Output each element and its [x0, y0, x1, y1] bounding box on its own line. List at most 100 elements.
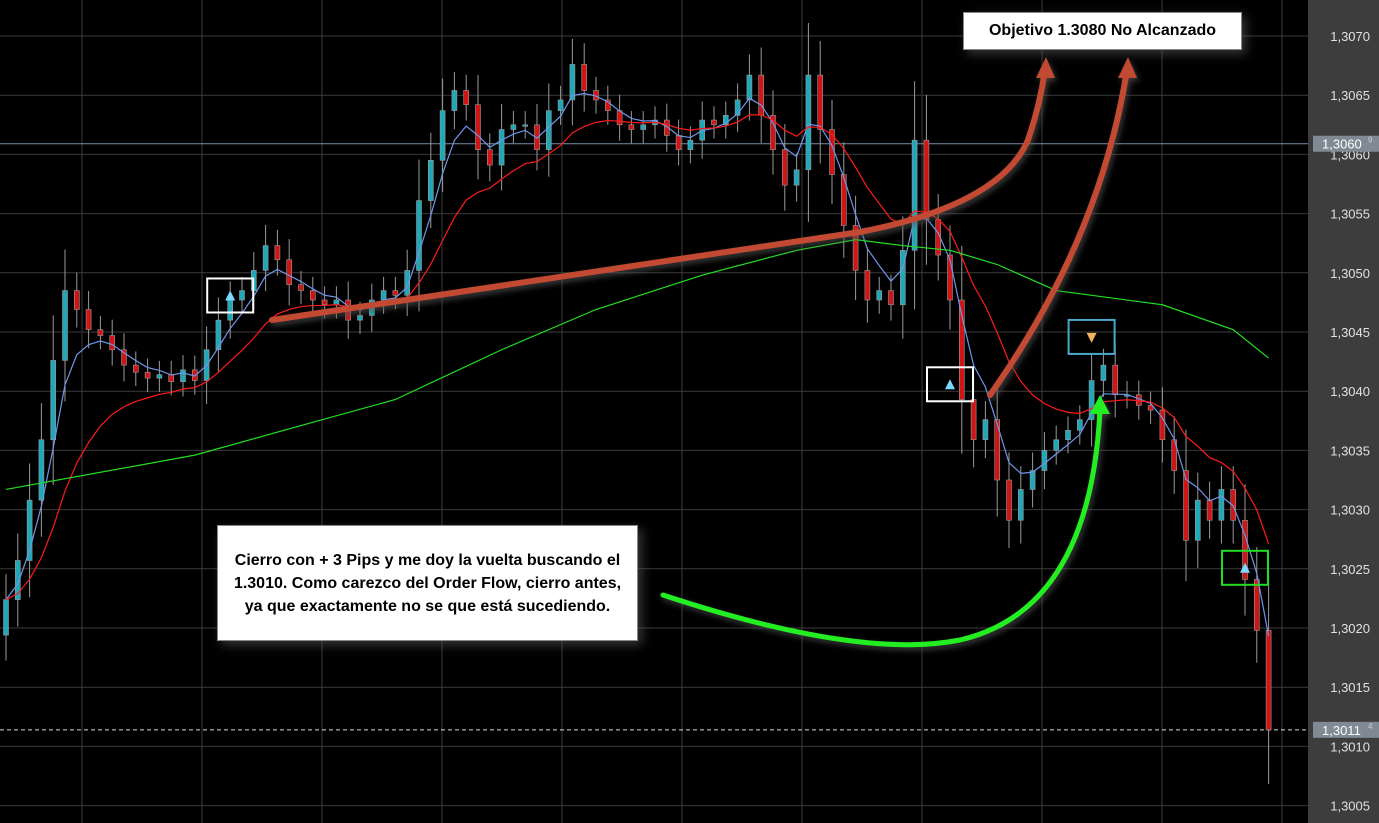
y-tick-label: 1,3015 [1330, 680, 1370, 695]
signals [206, 277, 1269, 586]
bear-candle [1159, 409, 1166, 441]
close-note-text: Cierro con + 3 Pips y me doy la vuelta b… [233, 551, 622, 615]
arrow-head-1 [1036, 57, 1055, 78]
bear-candle [864, 270, 871, 301]
bear-candle [888, 290, 894, 306]
bull-candle [38, 439, 45, 501]
y-tick-label: 1,3065 [1330, 88, 1370, 103]
y-tick-label: 1,3025 [1330, 562, 1370, 577]
bear-candle [758, 74, 765, 116]
bull-candle [26, 499, 33, 561]
moving-average-line [5, 92, 1270, 637]
bear-candle [1206, 499, 1213, 521]
bear-candle [1112, 364, 1118, 396]
bull-candle [899, 250, 906, 306]
bull-candle [793, 169, 800, 186]
y-tick-label: 1,3020 [1330, 621, 1370, 636]
sell-arrow-icon [1086, 332, 1097, 343]
bull-candle [734, 99, 741, 116]
bear-candle [840, 174, 847, 226]
buy-arrow-icon [225, 290, 236, 301]
bull-candle [62, 290, 68, 361]
bull-candle [1088, 380, 1095, 420]
bull-candle [510, 124, 517, 130]
bear-candle [286, 259, 293, 285]
bear-candle [475, 104, 481, 150]
green-arrow-head [1090, 395, 1110, 414]
bull-candle [876, 290, 883, 301]
y-tick-label: 1,3050 [1330, 266, 1370, 281]
bull-candle [451, 90, 458, 111]
price-line-label: 1,3011 [1322, 723, 1361, 738]
bear-candle [274, 245, 281, 261]
bear-candle [781, 149, 788, 186]
bull-candle [1077, 419, 1083, 431]
bear-candle [604, 99, 611, 111]
bull-candle [1100, 364, 1107, 381]
bull-candle [746, 74, 753, 101]
bear-candle [85, 309, 92, 330]
bull-candle [722, 115, 729, 126]
bull-candle [262, 245, 269, 271]
axis-panel [1308, 0, 1379, 823]
y-tick-label: 1,3045 [1330, 325, 1370, 340]
bear-candle [852, 225, 859, 271]
bear-candle [97, 329, 104, 336]
bear-candle [581, 64, 588, 91]
bull-candle [180, 369, 186, 383]
bear-candle [970, 399, 977, 441]
bear-candle [947, 254, 953, 301]
bear-candle [817, 74, 824, 130]
bear-candle [392, 290, 399, 296]
y-tick-label: 1,3070 [1330, 29, 1370, 44]
bear-candle [74, 290, 80, 310]
bear-candle [711, 119, 717, 126]
bear-candle [309, 290, 316, 301]
y-tick-label: 1,3035 [1330, 443, 1370, 458]
bull-candle [404, 270, 411, 296]
signal-box [206, 277, 255, 314]
bull-candle [1053, 439, 1059, 451]
close-note: Cierro con + 3 Pips y me doy la vuelta b… [217, 525, 638, 641]
bull-candle [1041, 450, 1048, 471]
bull-candle [1029, 470, 1036, 490]
y-tick-label: 1,3040 [1330, 384, 1370, 399]
bear-candle [1006, 479, 1012, 521]
price-line-suffix: 9 [1368, 136, 1373, 145]
trendline-arrow-2 [987, 67, 1130, 398]
arrow-head-2 [1118, 57, 1137, 78]
price-lines [0, 143, 1310, 731]
y-tick-label: 1,3055 [1330, 207, 1370, 222]
bull-candle [545, 110, 552, 150]
bear-candle [994, 419, 1001, 481]
trendline-arrow-1 [269, 67, 1048, 323]
bull-candle [569, 64, 576, 101]
bear-candle [109, 335, 115, 351]
bull-candle [427, 160, 434, 201]
y-tick-label: 1,3005 [1330, 799, 1370, 814]
green-arrow [660, 407, 1103, 648]
bear-candle [923, 139, 930, 220]
bull-candle [380, 290, 387, 301]
signal-box [1067, 318, 1116, 355]
bull-candle [1218, 489, 1225, 521]
bull-candle [805, 74, 812, 171]
bull-candle [357, 315, 363, 321]
bear-candle [133, 364, 139, 373]
bull-candle [557, 99, 564, 111]
bear-candle [628, 124, 635, 130]
signal-box [1221, 549, 1269, 586]
bear-candle [144, 371, 151, 379]
bear-candle [168, 374, 174, 383]
bear-candle [1230, 489, 1236, 521]
annotation-arrows [269, 57, 1137, 648]
bull-candle [227, 299, 233, 321]
indicators [5, 92, 1270, 637]
signal-box [926, 366, 974, 403]
bear-candle [1147, 405, 1154, 411]
bull-candle [1017, 489, 1024, 521]
bear-candle [298, 284, 304, 291]
bear-candle [1254, 579, 1260, 631]
bull-candle [15, 560, 21, 600]
